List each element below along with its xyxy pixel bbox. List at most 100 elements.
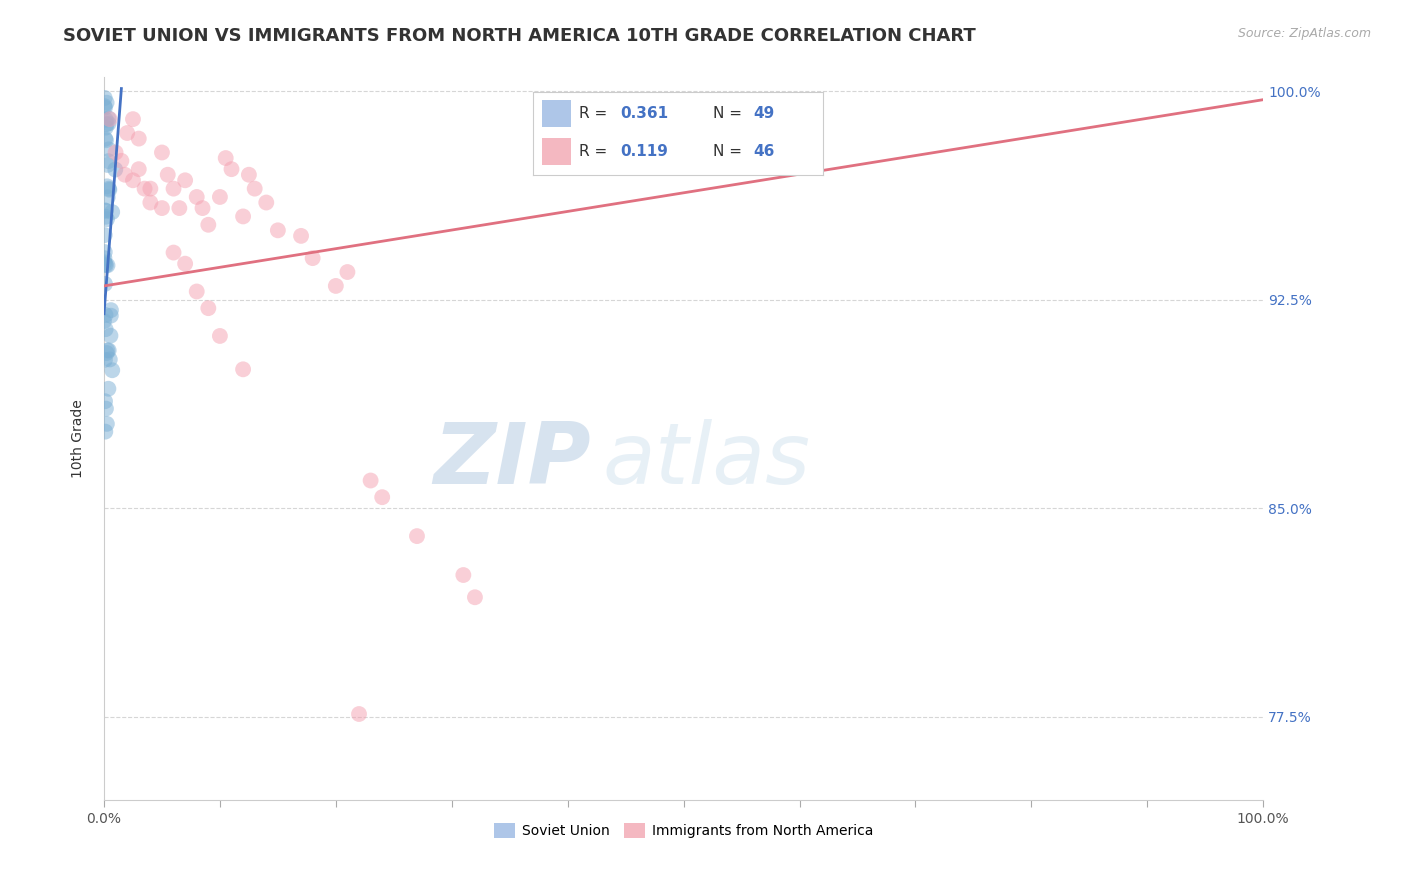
Point bbox=[100, 303, 122, 318]
Point bbox=[94, 132, 117, 146]
Point bbox=[232, 210, 254, 224]
Point bbox=[254, 195, 277, 210]
Point bbox=[325, 279, 347, 293]
Point bbox=[191, 201, 214, 215]
Point bbox=[96, 417, 118, 431]
Point bbox=[93, 255, 115, 269]
Point bbox=[128, 131, 150, 145]
Point bbox=[336, 265, 359, 279]
Point bbox=[162, 181, 184, 195]
Text: ZIP: ZIP bbox=[433, 419, 591, 502]
Legend: Soviet Union, Immigrants from North America: Soviet Union, Immigrants from North Amer… bbox=[489, 818, 879, 844]
Point bbox=[104, 145, 127, 160]
Point bbox=[97, 154, 120, 169]
Text: atlas: atlas bbox=[602, 419, 810, 502]
Point bbox=[208, 190, 231, 204]
Point bbox=[100, 328, 122, 343]
Text: Source: ZipAtlas.com: Source: ZipAtlas.com bbox=[1237, 27, 1371, 40]
Point bbox=[93, 251, 115, 265]
Point bbox=[134, 181, 156, 195]
Point bbox=[122, 173, 145, 187]
Point bbox=[243, 181, 266, 195]
Point bbox=[122, 112, 145, 127]
Point bbox=[101, 205, 124, 219]
Point bbox=[267, 223, 290, 237]
Point bbox=[96, 179, 118, 194]
Point bbox=[96, 346, 118, 360]
Point bbox=[93, 228, 115, 243]
Point bbox=[290, 228, 312, 243]
Point bbox=[97, 116, 120, 130]
Point bbox=[97, 112, 120, 126]
Point bbox=[97, 142, 120, 156]
Point bbox=[94, 401, 117, 416]
Point bbox=[94, 101, 117, 115]
Point bbox=[156, 168, 179, 182]
Point bbox=[139, 195, 162, 210]
Point bbox=[347, 706, 370, 721]
Point bbox=[150, 145, 173, 160]
Point bbox=[104, 162, 127, 177]
Point bbox=[371, 490, 394, 504]
Point bbox=[174, 173, 197, 187]
Point bbox=[96, 95, 118, 110]
Point bbox=[97, 190, 120, 204]
Point bbox=[94, 133, 117, 147]
Point bbox=[110, 153, 132, 168]
Point bbox=[197, 301, 219, 315]
Point bbox=[406, 529, 429, 543]
Text: SOVIET UNION VS IMMIGRANTS FROM NORTH AMERICA 10TH GRADE CORRELATION CHART: SOVIET UNION VS IMMIGRANTS FROM NORTH AM… bbox=[63, 27, 976, 45]
Y-axis label: 10th Grade: 10th Grade bbox=[72, 400, 86, 478]
Point bbox=[98, 183, 121, 197]
Point bbox=[94, 203, 117, 218]
Point bbox=[94, 308, 117, 322]
Point bbox=[96, 343, 118, 358]
Point bbox=[94, 203, 117, 218]
Point bbox=[464, 591, 486, 605]
Point bbox=[94, 352, 117, 367]
Point bbox=[139, 181, 162, 195]
Point bbox=[97, 343, 120, 358]
Point bbox=[128, 162, 150, 177]
Point bbox=[453, 568, 475, 582]
Point bbox=[94, 245, 117, 260]
Point bbox=[162, 245, 184, 260]
Point bbox=[150, 201, 173, 215]
Point bbox=[93, 99, 115, 113]
Point bbox=[115, 126, 138, 140]
Point bbox=[96, 117, 118, 131]
Point bbox=[97, 181, 120, 195]
Point bbox=[98, 352, 121, 367]
Point bbox=[197, 218, 219, 232]
Point bbox=[98, 112, 121, 127]
Point bbox=[94, 112, 117, 127]
Point bbox=[96, 212, 118, 227]
Point bbox=[94, 425, 117, 439]
Point bbox=[360, 474, 382, 488]
Point bbox=[238, 168, 260, 182]
Point bbox=[174, 257, 197, 271]
Point bbox=[96, 259, 118, 273]
Point bbox=[221, 162, 243, 177]
Point bbox=[186, 285, 208, 299]
Point bbox=[94, 210, 117, 224]
Point bbox=[186, 190, 208, 204]
Point bbox=[97, 382, 120, 396]
Point bbox=[232, 362, 254, 376]
Point bbox=[100, 309, 122, 323]
Point bbox=[94, 257, 117, 271]
Point bbox=[208, 329, 231, 343]
Point bbox=[215, 151, 238, 165]
Point bbox=[169, 201, 191, 215]
Point bbox=[114, 168, 136, 182]
Point bbox=[94, 277, 117, 291]
Point bbox=[94, 258, 117, 272]
Point bbox=[93, 91, 115, 105]
Point bbox=[93, 314, 115, 328]
Point bbox=[301, 251, 323, 265]
Point bbox=[96, 158, 118, 172]
Point bbox=[101, 363, 124, 377]
Point bbox=[94, 322, 117, 336]
Point bbox=[94, 120, 117, 135]
Point bbox=[94, 394, 117, 409]
